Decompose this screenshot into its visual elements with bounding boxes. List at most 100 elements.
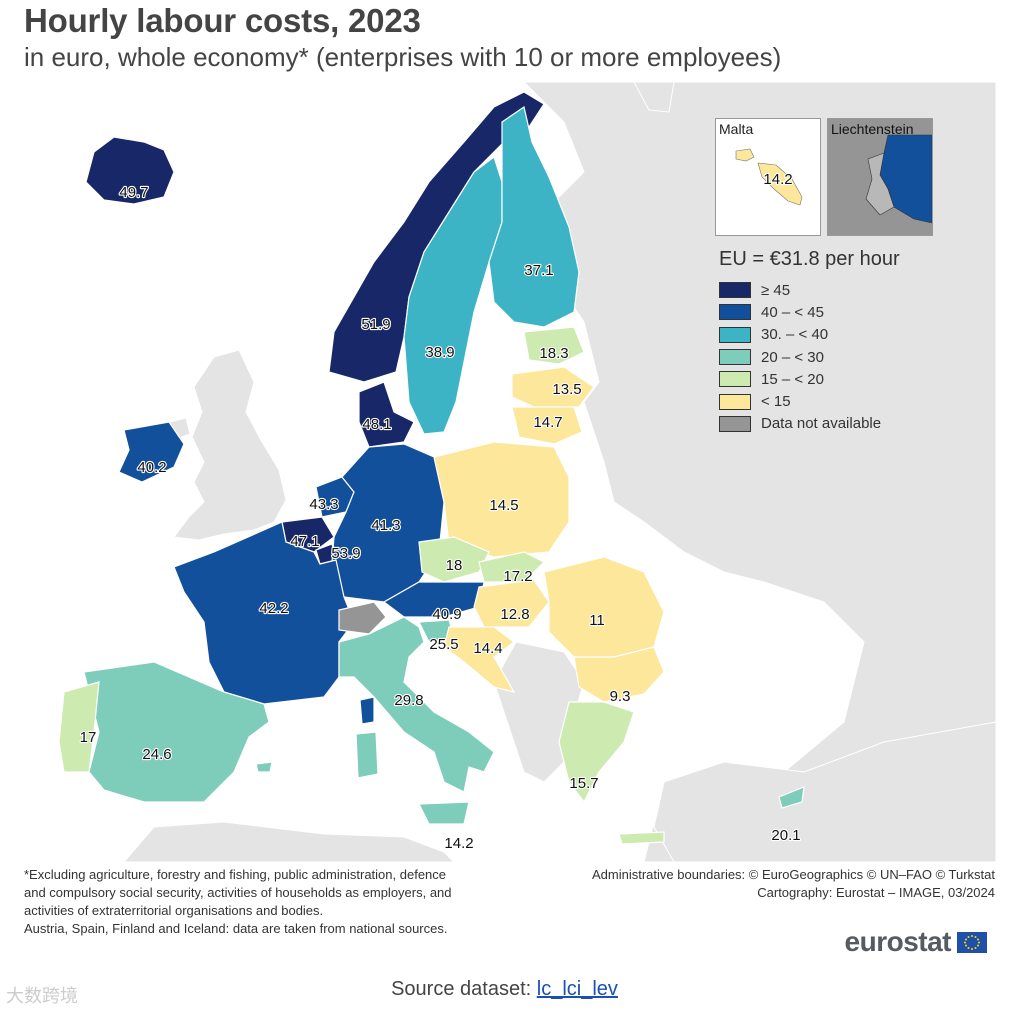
footnote-line: Austria, Spain, Finland and Iceland: dat… [24,921,448,936]
country-sardinia [355,731,379,779]
legend-item: 15 – < 20 [719,368,959,390]
liechtenstein-inset-map [865,134,932,224]
credits-boundaries: Administrative boundaries: © EuroGeograp… [591,867,995,882]
country-estonia [523,326,585,365]
source-line: Source dataset: lc_lci_lev [0,978,1009,1001]
label-ireland: 40.2 [137,459,166,476]
legend-label: 15 – < 20 [761,370,824,388]
malta-inset-label: Malta [719,121,754,137]
country-lithuania [511,406,583,445]
country-cyprus [778,786,805,809]
label-austria: 40.9 [432,606,461,623]
label-croatia: 14.4 [473,640,502,657]
legend-label: 30. – < 40 [761,326,829,344]
label-norway: 51.9 [361,316,390,333]
label-slovakia: 17.2 [503,568,532,585]
legend-rows: ≥ 45 40 – < 45 30. – < 40 20 – < 30 15 – < 2… [719,279,959,435]
legend-title: EU = €31.8 per hour [719,248,900,270]
footnote-line: and compulsory social security, activiti… [24,885,452,900]
label-italy: 29.8 [394,692,423,709]
eu-flag-icon [957,931,987,953]
country-iceland [85,136,175,205]
label-slovenia: 25.5 [429,636,458,653]
country-croatia [443,626,516,693]
label-romania: 11 [589,612,605,629]
legend-swatch [719,282,751,299]
country-italy [338,616,495,793]
non-eu-land [123,82,996,862]
country-portugal [58,681,100,773]
country-czechia [418,536,490,583]
label-czechia: 18 [446,557,463,574]
label-luxembourg: 53.9 [331,545,360,562]
legend-label: < 15 [761,393,791,411]
value-labels: 49.7 51.9 38.9 37.1 18.3 13.5 14.7 48.1 … [79,183,802,853]
page-subtitle: in euro, whole economy* (enterprises wit… [24,42,782,72]
country-bulgaria [573,646,665,703]
label-bulgaria: 9.3 [610,688,631,705]
label-iceland: 49.7 [119,184,148,201]
label-denmark: 48.1 [362,416,391,433]
footnote: *Excluding agriculture, forestry and fis… [24,866,524,938]
country-greece [558,701,635,804]
legend-label: 40 – < 45 [761,303,824,321]
label-germany: 41.3 [371,517,400,534]
country-denmark [358,381,415,448]
liechtenstein-inset: Liechtenstein [827,118,933,236]
country-finland [488,106,580,328]
footnote-line: activities of extraterritorial organisat… [24,903,324,918]
label-hungary: 12.8 [500,606,529,623]
label-malta: 14.2 [444,835,473,852]
source-prefix: Source dataset: [391,978,537,1000]
country-poland [433,441,570,558]
legend-swatch [719,393,751,410]
legend-swatch [719,304,751,321]
country-hungary [473,579,550,628]
label-netherlands: 43.3 [309,496,338,513]
source-dataset-link[interactable]: lc_lci_lev [536,978,618,1000]
country-sicily [418,801,470,825]
malta-inset-map: 14.2 [735,148,803,206]
island-balearic [255,761,273,773]
label-cyprus: 20.1 [771,827,800,844]
label-poland: 14.5 [489,497,518,514]
liechtenstein-inset-label: Liechtenstein [831,121,914,137]
legend-swatch [719,371,751,388]
country-latvia [511,366,595,408]
legend-label: Data not available [761,415,882,433]
country-crete [618,831,665,845]
legend: EU = €31.8 per hour ≥ 45 40 – < 45 30. – <… [719,248,959,435]
country-slovakia [478,551,546,583]
malta-inset: Malta 14.2 [715,118,821,236]
country-switzerland [338,601,387,635]
credits: Administrative boundaries: © EuroGeograp… [592,866,995,902]
label-estonia: 18.3 [539,345,568,362]
legend-item: 30. – < 40 [719,324,959,346]
country-ireland [118,421,185,483]
country-corsica [359,696,375,725]
watermark: 大数跨境 [6,986,78,1006]
credits-cartography: Cartography: Eurostat – IMAGE, 03/2024 [757,885,995,900]
malta-inset-value: 14.2 [763,171,792,188]
label-greece: 15.7 [569,775,598,792]
legend-swatch [719,349,751,366]
legend-swatch [719,326,751,343]
label-belgium: 47.1 [290,533,319,550]
legend-label: ≥ 45 [761,281,791,299]
legend-swatch [719,415,751,432]
label-france: 42.2 [259,600,288,617]
legend-label: 20 – < 30 [761,348,824,366]
label-portugal: 17 [80,729,97,746]
footnote-line: *Excluding agriculture, forestry and fis… [24,867,447,882]
legend-item: < 15 [719,390,959,412]
legend-item: 20 – < 30 [719,346,959,368]
label-lithuania: 14.7 [533,414,562,431]
legend-item: ≥ 45 [719,279,959,301]
legend-item: Data not available [719,413,959,435]
label-finland: 37.1 [524,262,553,279]
label-latvia: 13.5 [552,381,581,398]
legend-item: 40 – < 45 [719,301,959,323]
page-title: Hourly labour costs, 2023 [24,2,421,39]
countries [58,91,805,845]
label-sweden: 38.9 [425,344,454,361]
